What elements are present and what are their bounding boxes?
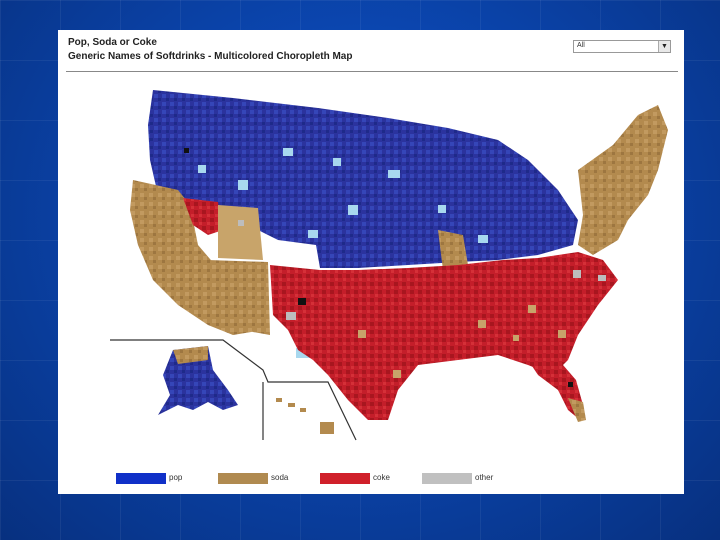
- choropleth-map[interactable]: [58, 30, 684, 494]
- legend-swatch-other: [422, 473, 472, 484]
- region-soda-mountain[interactable]: [218, 205, 263, 260]
- region-soda-southwest[interactable]: [208, 260, 270, 335]
- region-florida[interactable]: [528, 360, 583, 420]
- legend-label-other: other: [475, 473, 494, 482]
- region-soda-florida-south[interactable]: [568, 398, 586, 422]
- legend-label-pop: pop: [169, 473, 183, 482]
- legend-swatch-coke: [320, 473, 370, 484]
- chevron-down-icon[interactable]: ▼: [658, 41, 670, 52]
- region-pop-north[interactable]: [148, 90, 578, 268]
- map-subtitle: Generic Names of Softdrinks - Multicolor…: [68, 51, 353, 62]
- other-counties: [238, 220, 606, 320]
- soda-scattered-counties: [358, 305, 566, 378]
- region-coke-south[interactable]: [270, 252, 618, 420]
- legend-swatch-pop: [116, 473, 166, 484]
- region-soda-northeast[interactable]: [578, 105, 668, 255]
- region-soda-stlouis[interactable]: [438, 230, 468, 270]
- region-alaska-soda[interactable]: [173, 346, 208, 364]
- legend-label-soda: soda: [271, 473, 289, 482]
- region-coke-nevada[interactable]: [183, 198, 223, 235]
- map-title: Pop, Soda or Coke: [68, 37, 157, 48]
- filter-dropdown[interactable]: All ▼: [573, 40, 671, 53]
- map-panel: Pop, Soda or Coke Generic Names of Softd…: [58, 30, 684, 494]
- filter-value: All: [577, 42, 585, 49]
- no-data-counties: [184, 148, 573, 387]
- inset-divider: [110, 339, 357, 441]
- legend-label-coke: coke: [373, 473, 390, 482]
- header-divider: [66, 71, 678, 72]
- region-hawaii[interactable]: [276, 398, 334, 434]
- legend-swatch-soda: [218, 473, 268, 484]
